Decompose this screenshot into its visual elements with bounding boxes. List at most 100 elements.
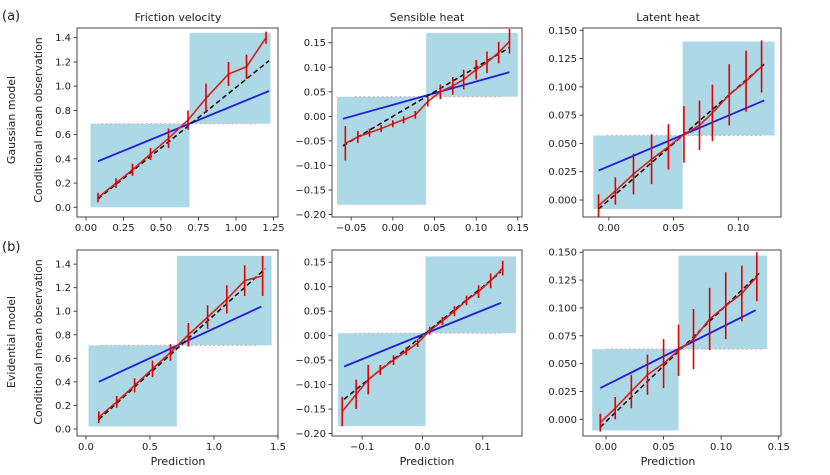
plot-area xyxy=(338,256,516,427)
y-tick-label: 0.000 xyxy=(548,415,577,426)
x-tick-label: 1.00 xyxy=(225,223,247,234)
y-tick-label: 0.000 xyxy=(548,196,577,207)
y-tick-label: −0.10 xyxy=(295,161,326,172)
x-tick-label: 0.10 xyxy=(465,223,487,234)
y-tick-label: 0.8 xyxy=(55,330,71,341)
plot-area xyxy=(593,40,775,217)
shaded-region-high xyxy=(678,255,768,350)
x-tick-label: 0.5 xyxy=(142,442,158,453)
x-tick-label: 0.00 xyxy=(75,223,97,234)
y-tick-label: 0.8 xyxy=(55,106,71,117)
y-tick-label: 1.4 xyxy=(55,260,71,271)
y-tick-label: 0.4 xyxy=(55,154,71,165)
x-axis-label-1: Prediction xyxy=(151,455,206,468)
y-tick-label: 0.050 xyxy=(548,139,577,150)
calibration-panel-0-2: 0.00 0.05 0.10 0.000 0.025 0.050 0.075 0.100 0.1… xyxy=(548,26,782,234)
y-tick-label: 0.6 xyxy=(55,354,71,365)
blue-reference-line xyxy=(98,305,262,383)
y-tick-label: 0.00 xyxy=(304,331,326,342)
y-tick-label: 0.075 xyxy=(548,111,577,122)
shaded-region-low xyxy=(337,96,427,205)
y-tick-label: 1.2 xyxy=(55,57,71,68)
y-tick-label: 0.15 xyxy=(304,258,326,269)
column-title-latent-heat: Latent heat xyxy=(636,11,700,24)
axes-frame xyxy=(76,249,279,437)
y-tick-label: 1.2 xyxy=(55,283,71,294)
x-tick-label: 0.1 xyxy=(475,442,491,453)
x-tick-label: 0.00 xyxy=(598,223,620,234)
x-tick-label: 0.00 xyxy=(382,223,404,234)
ideal-calibration-line xyxy=(98,268,266,421)
x-tick-label: 0.00 xyxy=(595,442,617,453)
ideal-calibration-line xyxy=(97,60,270,200)
calibration-curve xyxy=(98,275,263,418)
y-tick-label: −0.10 xyxy=(295,380,326,391)
ideal-calibration-line xyxy=(599,272,760,428)
blue-reference-line xyxy=(343,302,502,368)
y-tick-label: 0.075 xyxy=(548,331,577,342)
shaded-region-high xyxy=(426,32,518,97)
y-tick-label: 0.00 xyxy=(304,112,326,123)
x-tick-label: 0.05 xyxy=(662,223,684,234)
y-tick-label: 0.150 xyxy=(548,248,577,259)
calibration-panel-1-2: 0.00 0.05 0.10 0.15 0.000 0.025 0.050 0.075 0.10… xyxy=(548,248,789,453)
axes-frame xyxy=(582,27,782,218)
x-tick-label: 0.05 xyxy=(652,442,674,453)
y-tick-label: 0.025 xyxy=(548,167,577,178)
x-tick-label: 0.05 xyxy=(423,223,445,234)
y-tick-label: 0.025 xyxy=(548,387,577,398)
y-tick-label: 1.0 xyxy=(55,307,71,318)
plot-area xyxy=(90,31,271,208)
row-label-a: (a) xyxy=(2,9,20,24)
x-tick-label: 1.5 xyxy=(270,442,286,453)
axes-frame xyxy=(331,249,523,437)
y-tick-label: 0.6 xyxy=(55,130,71,141)
column-title-sensible-heat: Sensible heat xyxy=(390,11,465,24)
x-tick-label: 0.75 xyxy=(187,223,209,234)
x-axis-label-2: Prediction xyxy=(400,455,455,468)
blue-reference-line xyxy=(97,90,270,163)
row-label-b: (b) xyxy=(2,240,20,255)
axes-frame xyxy=(331,27,523,218)
y-tick-label: −0.15 xyxy=(295,405,326,416)
ideal-calibration-line xyxy=(598,63,765,210)
axes-frame xyxy=(582,249,782,437)
y-tick-label: 0.050 xyxy=(548,359,577,370)
y-tick-label: 0.05 xyxy=(304,87,326,98)
y-tick-label: 0.10 xyxy=(304,282,326,293)
y-tick-label: 0.05 xyxy=(304,307,326,318)
x-tick-label: −0.1 xyxy=(350,442,374,453)
y-tick-label: 0.0 xyxy=(55,203,71,214)
x-tick-label: 0.10 xyxy=(710,442,732,453)
y-tick-label: −0.05 xyxy=(295,356,326,367)
y-tick-label: 0.2 xyxy=(55,401,71,412)
x-tick-label: 0.10 xyxy=(727,223,749,234)
x-tick-label: 0.25 xyxy=(112,223,134,234)
y-tick-label: 0.150 xyxy=(548,26,577,37)
y-tick-label: 0.100 xyxy=(548,303,577,314)
x-tick-label: 0.50 xyxy=(150,223,172,234)
x-tick-label: 0.0 xyxy=(78,442,94,453)
y-tick-label: 1.0 xyxy=(55,82,71,93)
shaded-region-high xyxy=(189,32,271,124)
y-tick-label: 0.125 xyxy=(548,276,577,287)
x-tick-label: 1.0 xyxy=(206,442,222,453)
plot-area xyxy=(88,255,272,427)
y-tick-label: 0.0 xyxy=(55,424,71,435)
row-title-evidential: Evidential model xyxy=(5,296,18,388)
plot-area xyxy=(337,28,518,205)
x-tick-label: 0.0 xyxy=(415,442,431,453)
y-tick-label: −0.15 xyxy=(295,186,326,197)
y-tick-label: 0.10 xyxy=(304,63,326,74)
x-tick-label: 0.15 xyxy=(768,442,790,453)
y-tick-label: 0.15 xyxy=(304,38,326,49)
x-axis-label-3: Prediction xyxy=(641,455,696,468)
axes-frame xyxy=(76,27,279,218)
calibration-panel-0-1: −0.05 0.00 0.05 0.10 0.15 −0.20 −0.15 −0.10 −0.0… xyxy=(295,27,529,234)
y-tick-label: −0.20 xyxy=(295,429,326,440)
column-title-friction-velocity: Friction velocity xyxy=(135,11,222,24)
row-title-gaussian: Gaussian model xyxy=(5,76,18,164)
x-tick-label: 1.25 xyxy=(262,223,284,234)
plot-area xyxy=(592,252,768,432)
